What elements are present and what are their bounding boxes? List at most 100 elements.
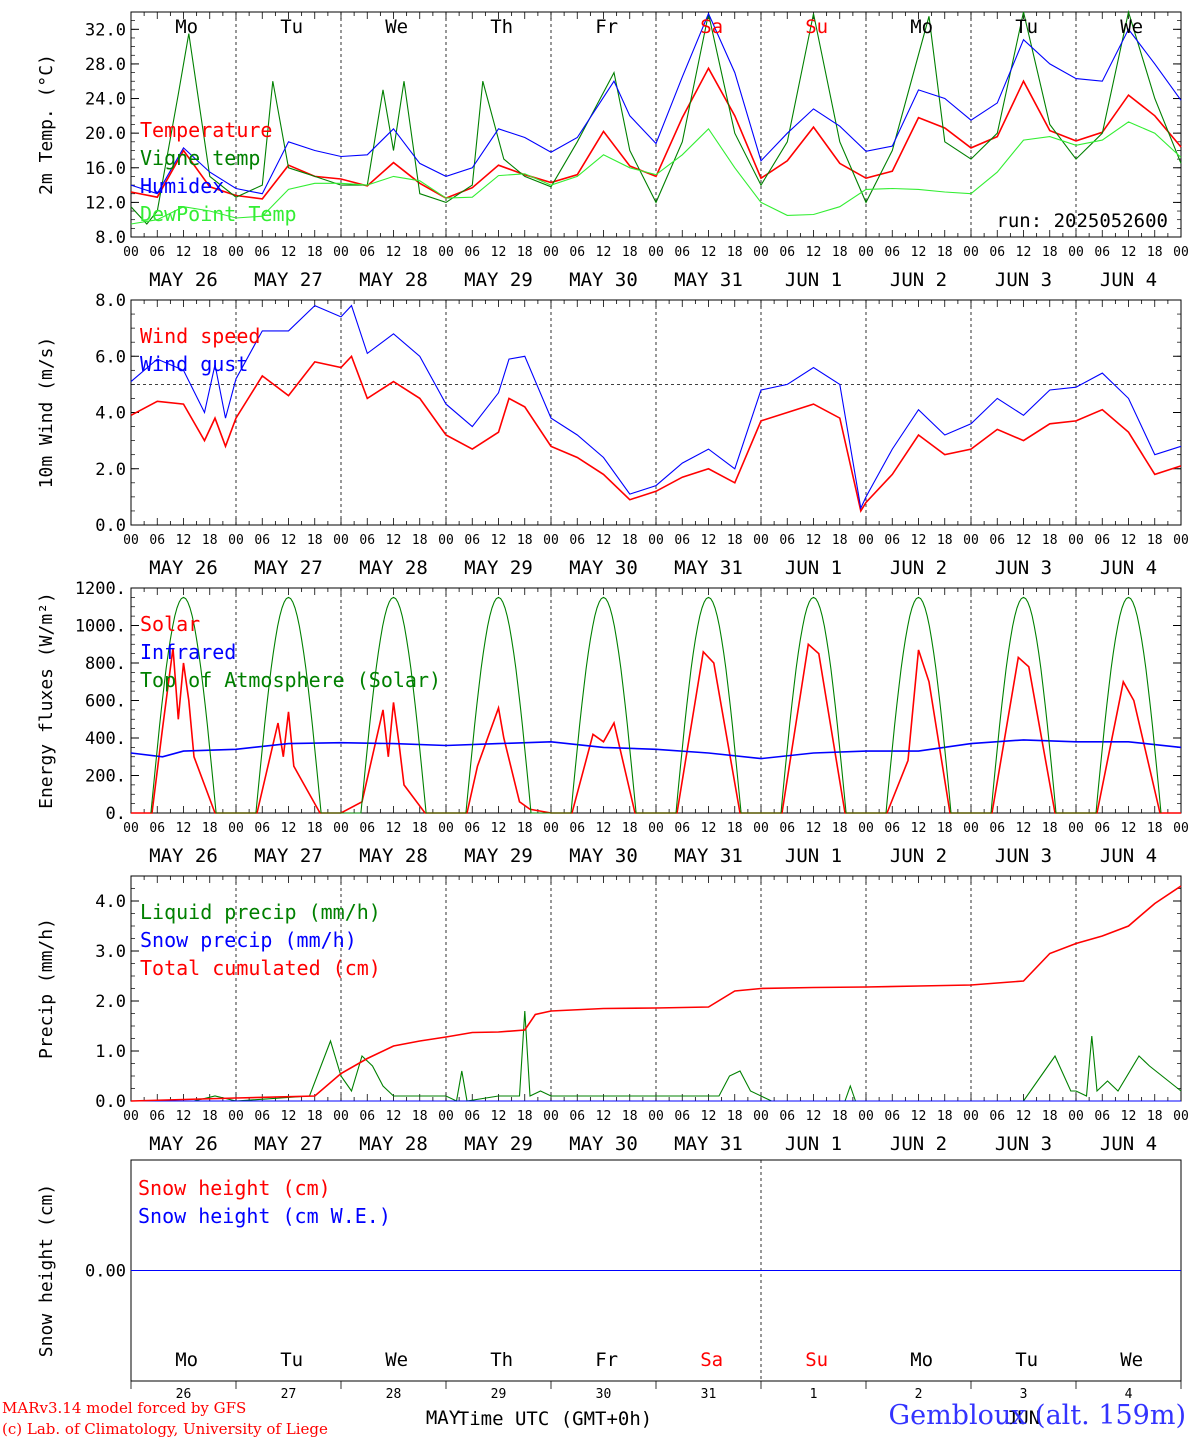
hour-tick-label: 18 bbox=[937, 533, 953, 548]
hour-tick-label: 12 bbox=[1121, 245, 1137, 260]
hour-tick-label: 12 bbox=[701, 1109, 717, 1124]
hour-tick-label: 00 bbox=[648, 245, 664, 260]
weekday-label: Sa bbox=[700, 16, 723, 38]
date-label: JUN 2 bbox=[890, 557, 947, 579]
hour-tick-label: 18 bbox=[412, 821, 428, 836]
hour-tick-label: 06 bbox=[779, 1109, 795, 1124]
weekday-label: We bbox=[385, 16, 408, 38]
hour-tick-label: 06 bbox=[569, 1109, 585, 1124]
y-tick-label: 0.00 bbox=[85, 1262, 126, 1282]
hour-tick-label: 00 bbox=[858, 245, 874, 260]
hour-tick-label: 06 bbox=[569, 821, 585, 836]
hour-tick-label: 00 bbox=[858, 821, 874, 836]
hour-tick-label: 12 bbox=[491, 533, 507, 548]
date-label: MAY 27 bbox=[254, 269, 323, 291]
hour-tick-label: 06 bbox=[464, 533, 480, 548]
hour-tick-label: 12 bbox=[386, 533, 402, 548]
hour-tick-label: 12 bbox=[176, 821, 192, 836]
legend-entry: Snow height (cm) bbox=[138, 1176, 331, 1200]
hour-tick-label: 12 bbox=[701, 821, 717, 836]
weekday-label: Mo bbox=[910, 1349, 933, 1371]
hour-tick-label: 18 bbox=[307, 821, 323, 836]
series-line-infrared bbox=[130, 739, 1182, 760]
date-label: MAY 31 bbox=[674, 845, 743, 867]
y-tick-label: 16.0 bbox=[85, 159, 126, 179]
hour-tick-label: 06 bbox=[359, 533, 375, 548]
weekday-label: Su bbox=[805, 1349, 828, 1371]
date-label: MAY 27 bbox=[254, 1133, 323, 1155]
hour-tick-label: 18 bbox=[202, 533, 218, 548]
hour-tick-label: 06 bbox=[674, 533, 690, 548]
hour-tick-label: 00 bbox=[438, 533, 454, 548]
hour-tick-label: 00 bbox=[1173, 821, 1189, 836]
date-label: MAY 26 bbox=[149, 1133, 218, 1155]
hour-tick-label: 18 bbox=[517, 821, 533, 836]
hour-tick-label: 00 bbox=[963, 821, 979, 836]
hour-tick-label: 00 bbox=[438, 821, 454, 836]
date-label: JUN 1 bbox=[785, 557, 842, 579]
hour-tick-label: 00 bbox=[438, 245, 454, 260]
legend-entry: DewPoint Temp bbox=[140, 202, 297, 226]
y-tick-label: 8.0 bbox=[95, 291, 126, 311]
y-tick-label: 400. bbox=[85, 729, 126, 749]
y-axis-title: Precip (mm/h) bbox=[36, 918, 57, 1059]
hour-tick-label: 12 bbox=[281, 533, 297, 548]
hour-tick-label: 00 bbox=[543, 1109, 559, 1124]
x-axis-title: Time UTC (GMT+0h) bbox=[458, 1408, 652, 1430]
hour-tick-label: 18 bbox=[937, 1109, 953, 1124]
y-axis-title: 2m Temp. (°C) bbox=[36, 54, 57, 195]
hour-tick-label: 12 bbox=[386, 821, 402, 836]
legend-entry: Snow height (cm W.E.) bbox=[138, 1204, 391, 1228]
hour-tick-label: 06 bbox=[989, 533, 1005, 548]
panel-frame bbox=[130, 587, 1182, 814]
hour-tick-label: 18 bbox=[1147, 821, 1163, 836]
date-label: MAY 29 bbox=[464, 557, 533, 579]
hour-tick-label: 00 bbox=[648, 533, 664, 548]
y-tick-label: 20.0 bbox=[85, 124, 126, 144]
hour-tick-label: 06 bbox=[359, 821, 375, 836]
date-label: JUN 1 bbox=[785, 269, 842, 291]
hour-tick-label: 00 bbox=[1068, 1109, 1084, 1124]
hour-tick-label: 18 bbox=[517, 245, 533, 260]
hour-tick-label: 18 bbox=[307, 245, 323, 260]
hour-tick-label: 18 bbox=[1147, 533, 1163, 548]
hour-tick-label: 00 bbox=[753, 533, 769, 548]
hour-tick-label: 06 bbox=[359, 1109, 375, 1124]
hour-tick-label: 18 bbox=[202, 1109, 218, 1124]
date-label: MAY 27 bbox=[254, 845, 323, 867]
series-line-total-cumulated-cm- bbox=[130, 885, 1182, 1102]
hour-tick-label: 12 bbox=[701, 533, 717, 548]
weekday-label: We bbox=[1120, 16, 1143, 38]
hour-tick-label: 18 bbox=[307, 1109, 323, 1124]
y-tick-label: 200. bbox=[85, 767, 126, 787]
legend-entry: Humidex bbox=[140, 174, 224, 198]
hour-tick-label: 06 bbox=[359, 245, 375, 260]
hour-tick-label: 06 bbox=[569, 245, 585, 260]
date-label: JUN 3 bbox=[995, 1133, 1052, 1155]
y-tick-label: 4.0 bbox=[95, 404, 126, 424]
hour-tick-label: 12 bbox=[1016, 1109, 1032, 1124]
hour-tick-label: 06 bbox=[254, 245, 270, 260]
day-number-label: 3 bbox=[1020, 1387, 1028, 1402]
hour-tick-label: 18 bbox=[202, 245, 218, 260]
weekday-label: Mo bbox=[910, 16, 933, 38]
hour-tick-label: 12 bbox=[281, 1109, 297, 1124]
hour-tick-label: 00 bbox=[333, 533, 349, 548]
hour-tick-label: 18 bbox=[412, 1109, 428, 1124]
hour-tick-label: 00 bbox=[753, 245, 769, 260]
hour-tick-label: 06 bbox=[569, 533, 585, 548]
series-line-vigne-temp bbox=[130, 9, 1182, 225]
hour-tick-label: 12 bbox=[596, 533, 612, 548]
credits-line-1: MARv3.14 model forced by GFS bbox=[2, 1399, 247, 1417]
hour-tick-label: 18 bbox=[517, 533, 533, 548]
hour-tick-label: 18 bbox=[832, 821, 848, 836]
hour-tick-label: 06 bbox=[464, 821, 480, 836]
hour-tick-label: 18 bbox=[1042, 245, 1058, 260]
hour-tick-label: 00 bbox=[963, 533, 979, 548]
day-number-label: 30 bbox=[596, 1387, 612, 1402]
hour-tick-label: 00 bbox=[963, 245, 979, 260]
weekday-label: Tu bbox=[1015, 1349, 1038, 1371]
hour-tick-label: 06 bbox=[1094, 1109, 1110, 1124]
hour-tick-label: 00 bbox=[543, 533, 559, 548]
